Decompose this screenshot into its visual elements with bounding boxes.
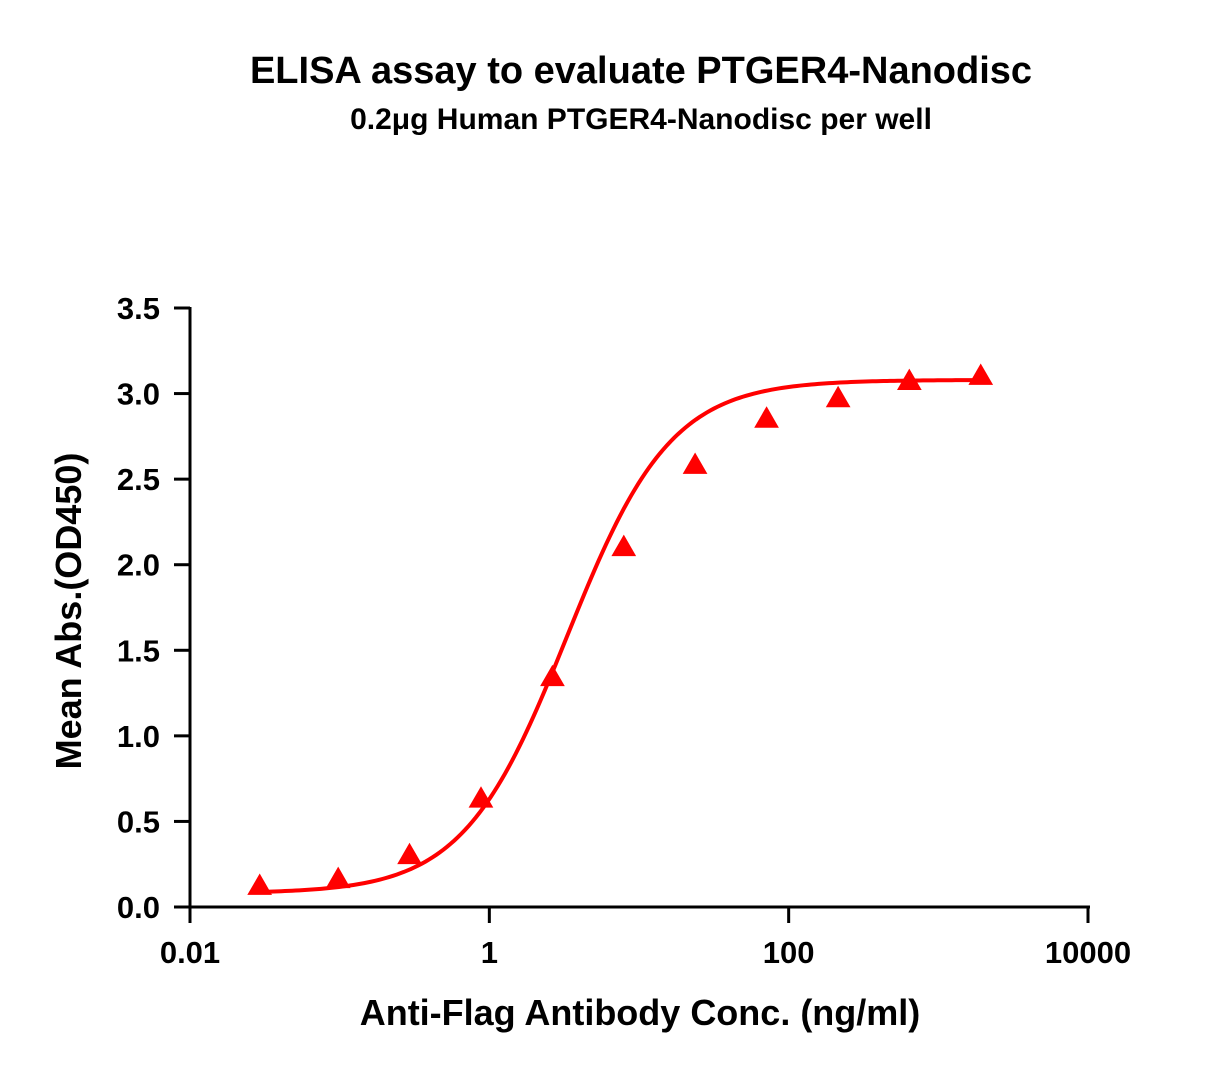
data-point	[968, 363, 994, 385]
chart-subtitle: 0.2μg Human PTGER4-Nanodisc per well	[350, 103, 932, 136]
data-point	[540, 664, 565, 687]
data-point	[397, 842, 422, 865]
y-tick-label: 2.0	[117, 548, 160, 583]
y-axis-label: Mean Abs.(OD450)	[48, 453, 89, 770]
y-tick-label: 1.0	[117, 719, 160, 754]
y-tick-label: 3.0	[117, 377, 160, 412]
data-point	[247, 873, 272, 895]
y-tick-label: 1.5	[117, 633, 160, 668]
x-tick-label: 1	[481, 935, 498, 970]
y-tick-label: 0.0	[117, 890, 160, 925]
x-tick-label: 0.01	[160, 935, 220, 970]
data-point	[825, 385, 851, 408]
fit-curve	[259, 378, 981, 894]
data-point	[754, 406, 779, 428]
data-point	[468, 786, 494, 808]
data-point	[611, 534, 637, 557]
y-tick-label: 3.5	[117, 291, 160, 326]
data-point	[682, 452, 708, 474]
x-tick-label: 100	[763, 935, 815, 970]
chart-title: ELISA assay to evaluate PTGER4-Nanodisc	[250, 50, 1032, 92]
data-points	[247, 363, 994, 895]
x-tick-label: 10000	[1045, 935, 1131, 970]
y-axis: 0.0 0.5 1.0 1.5 2.0 2.5 3.0 3.5	[117, 291, 192, 925]
y-tick-label: 2.5	[117, 462, 160, 497]
data-point	[325, 866, 351, 889]
x-axis: 0.01 1 100 10000	[160, 905, 1131, 970]
y-tick-label: 0.5	[117, 804, 160, 839]
data-point	[897, 368, 922, 390]
x-axis-label: Anti-Flag Antibody Conc. (ng/ml)	[360, 992, 921, 1033]
